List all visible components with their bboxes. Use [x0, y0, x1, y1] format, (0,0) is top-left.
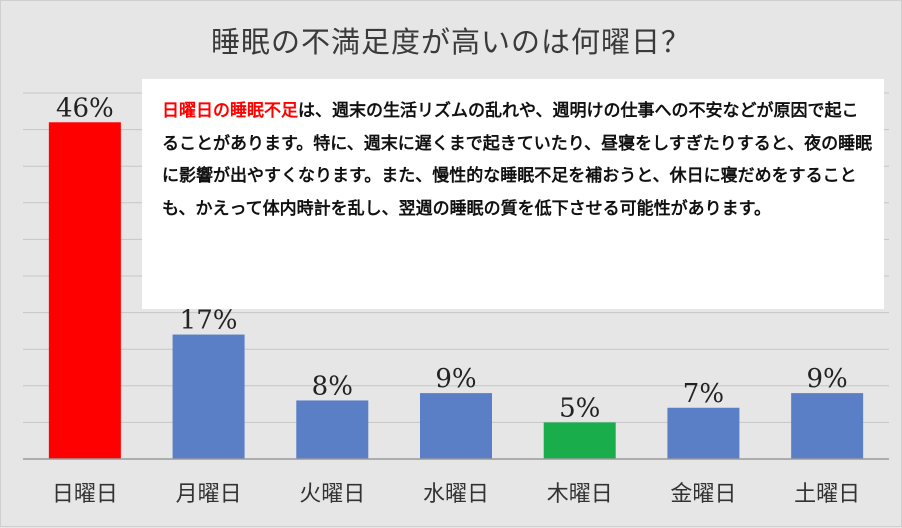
annotation-highlight: 日曜日の睡眠不足: [162, 101, 298, 121]
annotation-text: は、週末の生活リズムの乱れや、週明けの仕事への不安などが原因で起こることがありま…: [162, 101, 873, 219]
bar: [48, 122, 121, 459]
bar: [543, 422, 616, 459]
x-tick-label: 金曜日: [670, 482, 736, 507]
x-tick-label: 木曜日: [547, 482, 613, 507]
data-label: 7%: [683, 379, 724, 409]
bar: [172, 334, 245, 459]
data-label: 5%: [559, 393, 600, 423]
x-tick-label: 日曜日: [52, 482, 118, 507]
annotation-box: 日曜日の睡眠不足は、週末の生活リズムの乱れや、週明けの仕事への不安などが原因で起…: [142, 79, 884, 309]
x-tick-label: 月曜日: [176, 482, 242, 507]
data-label: 8%: [312, 371, 353, 401]
data-label: 46%: [56, 93, 114, 123]
data-label: 17%: [180, 306, 238, 336]
x-tick-label: 水曜日: [423, 482, 489, 507]
data-label: 9%: [435, 364, 476, 394]
bar: [791, 393, 864, 459]
bar: [667, 407, 740, 459]
bar: [420, 393, 492, 459]
x-tick-label: 土曜日: [794, 482, 860, 507]
data-label: 9%: [807, 364, 848, 394]
bar: [296, 400, 369, 459]
x-tick-label: 火曜日: [299, 482, 365, 507]
chart-title: 睡眠の不満足度が高いのは何曜日？: [210, 25, 691, 59]
